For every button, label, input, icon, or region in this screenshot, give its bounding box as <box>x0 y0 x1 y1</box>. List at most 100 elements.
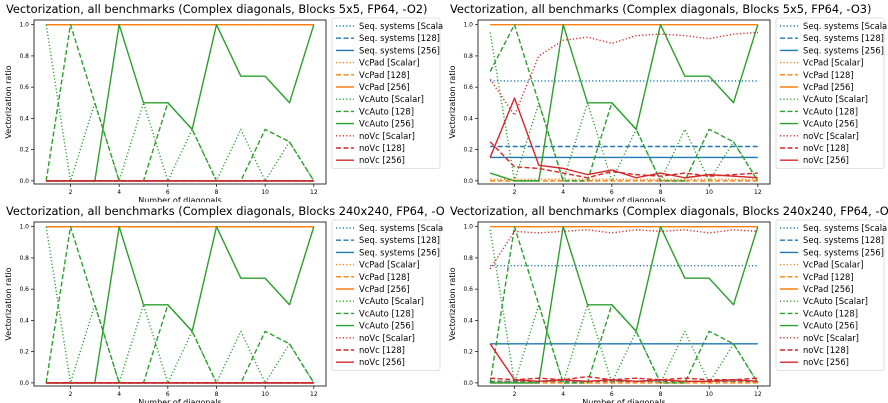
x-tick-label: 12 <box>754 189 762 196</box>
y-tick-label: 0.6 <box>463 286 473 293</box>
y-tick-label: 0.0 <box>463 178 473 185</box>
legend-label: Seq. systems [128] <box>359 235 440 245</box>
y-tick-label: 0.2 <box>463 147 473 154</box>
x-tick-label: 4 <box>117 189 121 196</box>
legend-label: noVc [256] <box>359 357 405 367</box>
series-line-7 <box>489 32 759 182</box>
legend-label: Seq. systems [256] <box>803 247 884 257</box>
y-tick-label: 0.0 <box>19 380 29 387</box>
legend-label: VcAuto [Scalar] <box>359 94 424 104</box>
chart-o3-5x5: Vectorization, all benchmarks (Complex d… <box>448 2 888 202</box>
x-tick-label: 2 <box>69 391 73 398</box>
legend-label: VcAuto [128] <box>359 308 414 318</box>
legend-label: VcAuto [256] <box>803 119 858 129</box>
y-tick-label: 0.4 <box>463 115 473 122</box>
legend-box <box>331 219 441 371</box>
y-tick-label: 1.0 <box>463 22 473 29</box>
series-line-10 <box>489 229 758 270</box>
x-tick-label: 4 <box>561 189 565 196</box>
legend-label: Seq. systems [128] <box>803 33 884 43</box>
legend-label: VcAuto [Scalar] <box>359 296 424 306</box>
x-axis-label: Number of diagonals <box>138 398 221 403</box>
x-tick-label: 2 <box>513 189 517 196</box>
y-tick-label: 0.8 <box>463 255 473 262</box>
x-tick-label: 4 <box>117 391 121 398</box>
legend-label: VcAuto [128] <box>803 106 858 116</box>
legend-label: VcAuto [256] <box>359 321 414 331</box>
legend-label: VcPad [256] <box>359 284 410 294</box>
y-tick-label: 0.0 <box>463 380 473 387</box>
legend-label: Seq. systems [128] <box>803 235 884 245</box>
legend-label: noVc [128] <box>803 143 849 153</box>
legend-label: noVc [Scalar] <box>359 131 415 141</box>
legend-label: VcPad [256] <box>359 82 410 92</box>
series-line-9 <box>490 225 759 384</box>
legend-box <box>775 17 885 169</box>
y-axis-label: Vectorization ratio <box>448 267 457 340</box>
legend-label: VcAuto [256] <box>803 321 858 331</box>
plot-frame <box>33 19 327 185</box>
legend-label: VcPad [Scalar] <box>803 58 864 68</box>
legend-label: Seq. systems [Scalar] <box>803 223 888 233</box>
legend-label: VcPad [Scalar] <box>803 260 864 270</box>
x-axis-label: Number of diagonals <box>582 398 665 403</box>
x-tick-label: 12 <box>310 391 318 398</box>
y-tick-label: 0.2 <box>463 349 473 356</box>
series-line-7 <box>45 24 315 182</box>
x-tick-label: 8 <box>659 391 663 398</box>
y-axis-label: Vectorization ratio <box>4 267 13 340</box>
x-tick-label: 6 <box>610 189 614 196</box>
legend-label: Seq. systems [256] <box>359 247 440 257</box>
x-tick-label: 12 <box>310 189 318 196</box>
x-tick-label: 8 <box>215 391 219 398</box>
series-line-12 <box>489 343 758 383</box>
chart-title: Vectorization, all benchmarks (Complex d… <box>450 204 888 218</box>
x-tick-label: 2 <box>513 391 517 398</box>
x-tick-label: 4 <box>561 391 565 398</box>
legend-label: VcAuto [128] <box>803 308 858 318</box>
y-tick-label: 0.6 <box>19 84 29 91</box>
legend-label: Seq. systems [Scalar] <box>803 21 888 31</box>
y-tick-label: 0.8 <box>19 255 29 262</box>
legend-label: Seq. systems [256] <box>359 45 440 55</box>
chart-o3-240x240: Vectorization, all benchmarks (Complex d… <box>448 204 888 403</box>
y-tick-label: 0.2 <box>19 147 29 154</box>
chart-o2-240x240: Vectorization, all benchmarks (Complex d… <box>4 204 444 403</box>
series-line-9 <box>489 23 759 182</box>
legend-label: noVc [128] <box>359 143 405 153</box>
legend-label: VcPad [Scalar] <box>359 260 420 270</box>
legend-label: noVc [256] <box>803 357 849 367</box>
series-line-7 <box>45 226 315 384</box>
x-tick-label: 6 <box>610 391 614 398</box>
legend-label: VcPad [128] <box>803 70 854 80</box>
y-axis-label: Vectorization ratio <box>448 65 457 138</box>
legend-label: Seq. systems [Scalar] <box>359 21 444 31</box>
legend-label: VcAuto [Scalar] <box>803 94 868 104</box>
legend-label: Seq. systems [256] <box>803 45 884 55</box>
x-tick-label: 10 <box>705 391 713 398</box>
y-tick-label: 0.2 <box>19 349 29 356</box>
y-tick-label: 0.8 <box>19 53 29 60</box>
y-tick-label: 0.6 <box>19 286 29 293</box>
x-tick-label: 2 <box>69 189 73 196</box>
series-line-12 <box>489 97 758 179</box>
y-axis-label: Vectorization ratio <box>4 65 13 138</box>
y-tick-label: 0.0 <box>19 178 29 185</box>
chart-title: Vectorization, all benchmarks (Complex d… <box>6 2 427 16</box>
legend-label: noVc [256] <box>359 155 405 165</box>
y-tick-label: 0.8 <box>463 53 473 60</box>
x-axis-label: Number of diagonals <box>582 196 665 202</box>
legend-label: VcPad [128] <box>359 70 410 80</box>
plot-frame <box>477 221 771 387</box>
x-tick-label: 10 <box>261 391 269 398</box>
series-line-11 <box>489 141 758 179</box>
plot-frame <box>33 221 327 387</box>
legend-label: noVc [Scalar] <box>803 333 859 343</box>
legend-label: VcAuto [256] <box>359 119 414 129</box>
y-tick-label: 1.0 <box>19 224 29 231</box>
legend-label: noVc [128] <box>359 345 405 355</box>
series-line-7 <box>489 229 759 384</box>
legend-label: VcAuto [Scalar] <box>803 296 868 306</box>
legend-label: noVc [128] <box>803 345 849 355</box>
legend-label: VcPad [256] <box>803 284 854 294</box>
